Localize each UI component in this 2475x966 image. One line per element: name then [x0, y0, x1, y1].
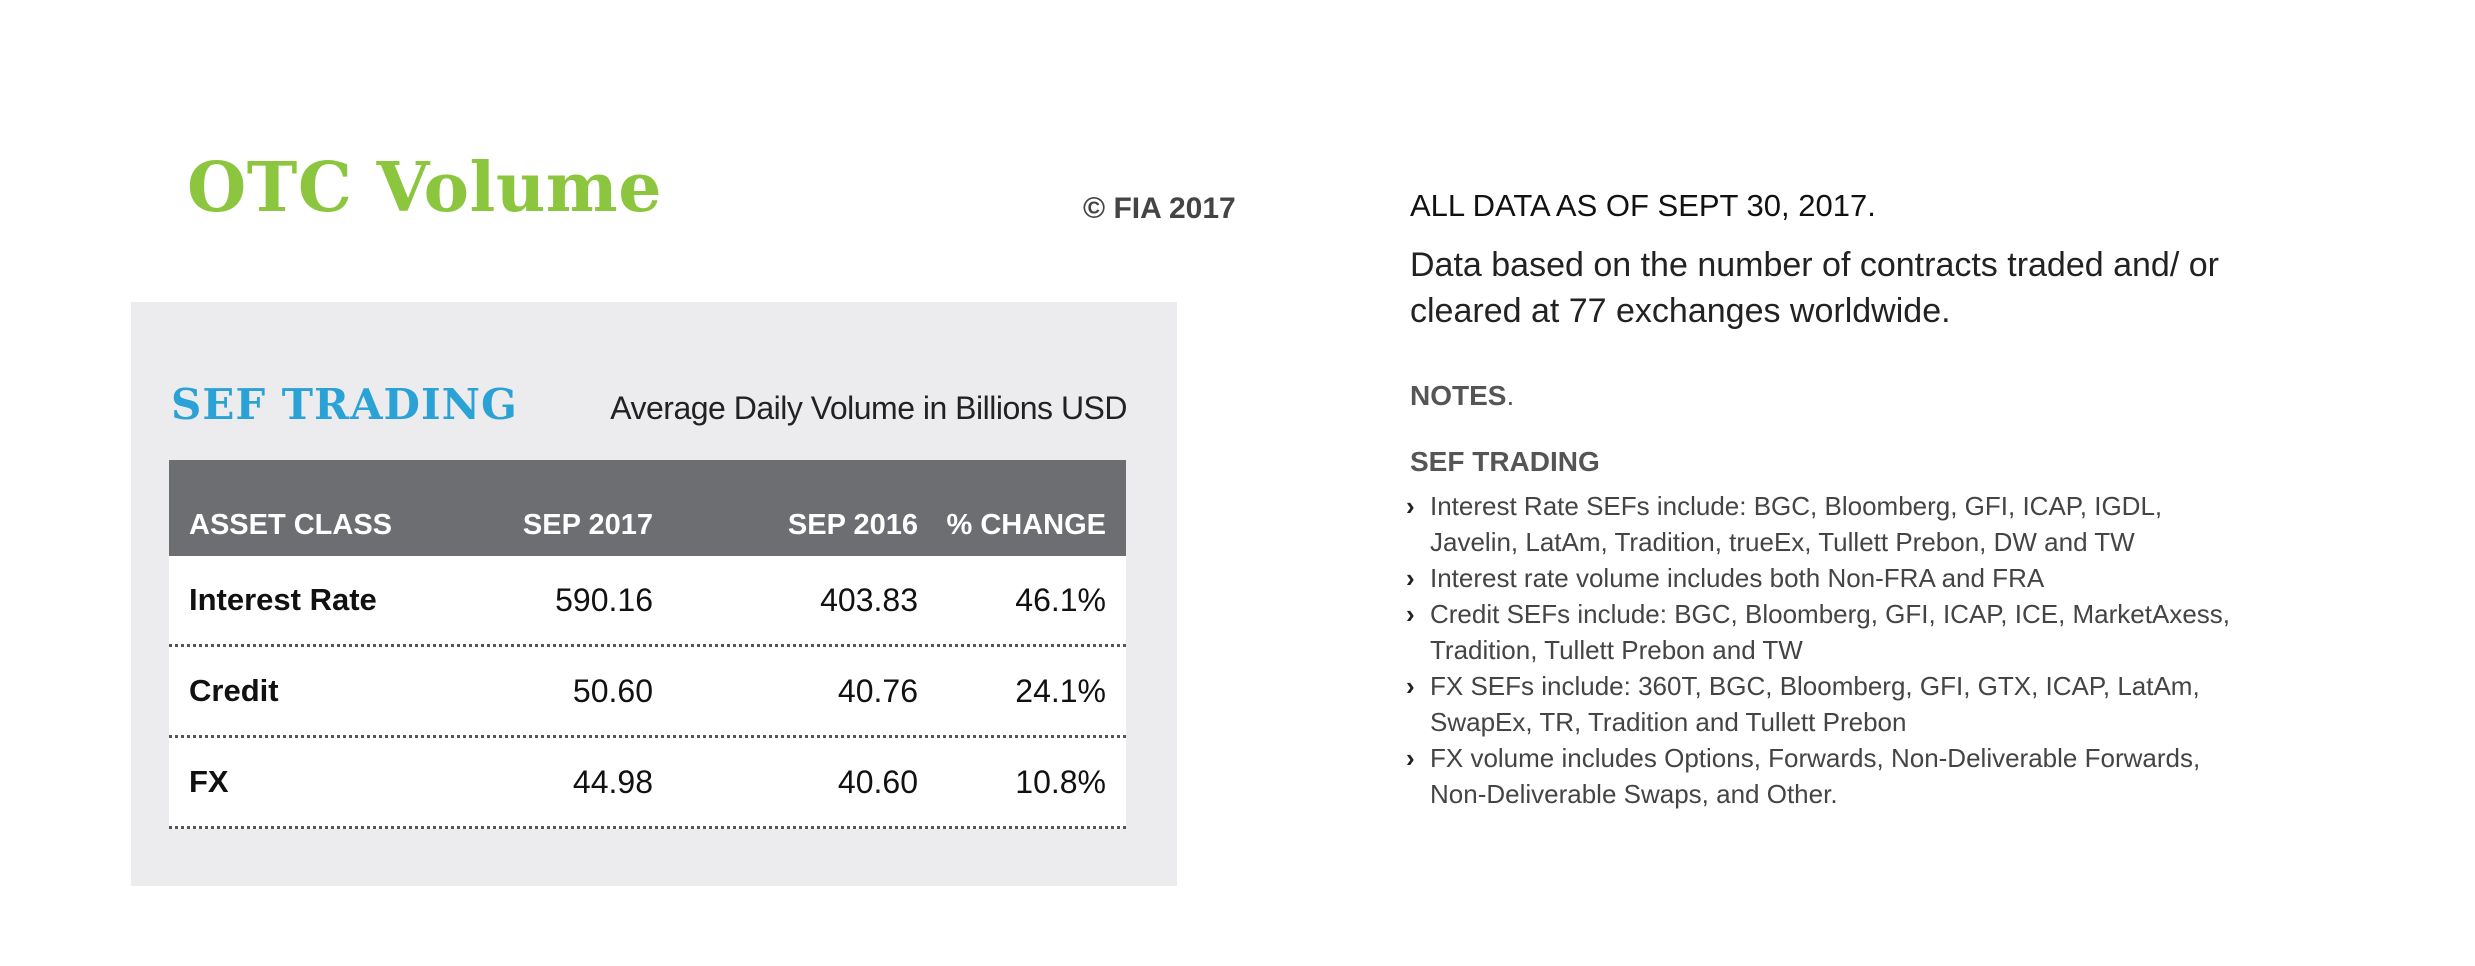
- notes-list: › Interest Rate SEFs include: BGC, Bloomb…: [1404, 488, 2234, 812]
- chevron-right-icon: ›: [1406, 491, 1415, 521]
- section-title: SEF TRADING: [171, 380, 518, 429]
- asset-class-cell: FX: [189, 764, 229, 799]
- list-item: › FX volume includes Options, Forwards, N…: [1404, 740, 2234, 812]
- header-pct-change: % CHANGE: [946, 509, 1106, 541]
- table-row: Interest Rate 590.16 403.83 46.1%: [169, 556, 1126, 647]
- asset-class-cell: Interest Rate: [189, 582, 377, 617]
- notes-subheading: SEF TRADING: [1410, 446, 1600, 477]
- sef-trading-table: ASSET CLASS SEP 2017 SEP 2016 % CHANGE I…: [169, 460, 1126, 829]
- header-asset-class: ASSET CLASS: [189, 509, 393, 541]
- list-item: › FX SEFs include: 360T, BGC, Bloomberg, …: [1404, 668, 2234, 740]
- sep-2017-cell: 44.98: [572, 764, 653, 800]
- sep-2016-cell: 403.83: [820, 582, 918, 618]
- sep-2017-cell: 50.60: [572, 673, 653, 709]
- sef-trading-panel: SEF TRADING Average Daily Volume in Bill…: [131, 302, 1177, 886]
- list-item: › Credit SEFs include: BGC, Bloomberg, GF…: [1404, 596, 2234, 668]
- header-sep-2017: SEP 2017: [522, 509, 653, 541]
- pct-change-cell: 10.8%: [1015, 764, 1106, 800]
- table-row: FX 44.98 40.60 10.8%: [169, 738, 1126, 829]
- list-item: › Interest rate volume includes both Non-…: [1404, 560, 2234, 596]
- table-header: ASSET CLASS SEP 2017 SEP 2016 % CHANGE: [169, 460, 1126, 556]
- list-item: › Interest Rate SEFs include: BGC, Bloomb…: [1404, 488, 2234, 560]
- chevron-right-icon: ›: [1406, 743, 1415, 773]
- pct-change-cell: 46.1%: [1015, 582, 1106, 618]
- data-description: Data based on the number of contracts tr…: [1410, 246, 2219, 330]
- table-row: Credit 50.60 40.76 24.1%: [169, 647, 1126, 738]
- sep-2017-cell: 590.16: [555, 582, 653, 618]
- page-title: OTC Volume: [187, 148, 662, 228]
- sep-2016-cell: 40.76: [837, 673, 918, 709]
- data-as-of: ALL DATA AS OF SEPT 30, 2017.: [1410, 188, 1876, 223]
- copyright-text: © FIA 2017: [1083, 192, 1236, 225]
- chevron-right-icon: ›: [1406, 599, 1415, 629]
- header-sep-2016: SEP 2016: [787, 509, 918, 541]
- chevron-right-icon: ›: [1406, 671, 1415, 701]
- notes-heading: NOTES.: [1410, 380, 1515, 411]
- sep-2016-cell: 40.60: [837, 764, 918, 800]
- chevron-right-icon: ›: [1406, 563, 1415, 593]
- asset-class-cell: Credit: [189, 673, 279, 708]
- pct-change-cell: 24.1%: [1015, 673, 1106, 709]
- table-subtitle: Average Daily Volume in Billions USD: [610, 390, 1127, 426]
